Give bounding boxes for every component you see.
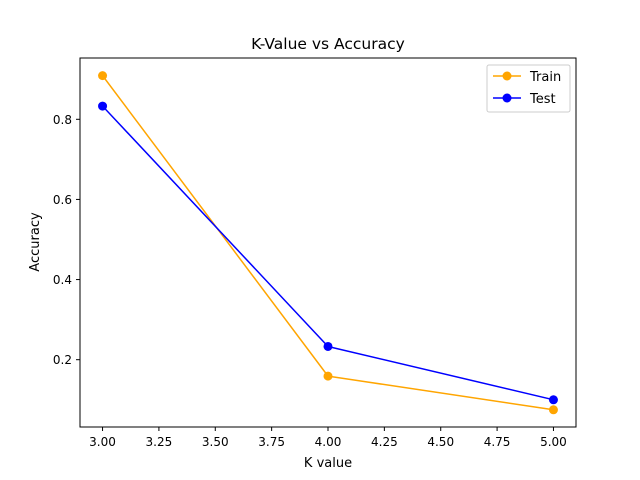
x-tick-label: 3.25	[146, 435, 173, 449]
y-tick-label: 0.6	[53, 193, 72, 207]
x-tick-label: 4.50	[427, 435, 454, 449]
x-tick-label: 4.00	[315, 435, 342, 449]
legend-label-test: Test	[529, 92, 556, 107]
y-axis-label: Accuracy	[28, 212, 43, 272]
data-point-train-2	[323, 371, 333, 381]
legend-marker-train	[502, 71, 512, 81]
data-point-test-3	[548, 395, 558, 405]
x-tick-label: 4.75	[484, 435, 511, 449]
x-axis-label: K value	[304, 456, 352, 471]
x-tick-label: 3.75	[258, 435, 285, 449]
data-point-train-3	[548, 405, 558, 415]
legend-marker-test	[502, 93, 512, 103]
x-tick-label: 3.00	[89, 435, 116, 449]
series-line-train	[101, 74, 555, 411]
x-tick-label: 4.25	[371, 435, 398, 449]
data-point-test-2	[323, 341, 333, 351]
axes: 3.00 3.25 3.50 3.75 4.00 4.25 4.50 4.75 5.00 0.2 0…	[53, 57, 577, 449]
data-point-test-1	[98, 101, 108, 111]
y-tick-label: 0.4	[53, 273, 72, 287]
series-line-test	[101, 105, 555, 401]
y-tick-label: 0.2	[53, 353, 72, 367]
x-tick-label: 3.50	[202, 435, 229, 449]
plot-area	[98, 71, 558, 415]
legend-label-train: Train	[529, 70, 561, 85]
chart-title: K-Value vs Accuracy	[251, 35, 405, 53]
data-point-train-1	[98, 71, 108, 81]
y-tick-label: 0.8	[53, 113, 72, 127]
legend: Train Test	[486, 64, 571, 113]
x-tick-label: 5.00	[540, 435, 567, 449]
